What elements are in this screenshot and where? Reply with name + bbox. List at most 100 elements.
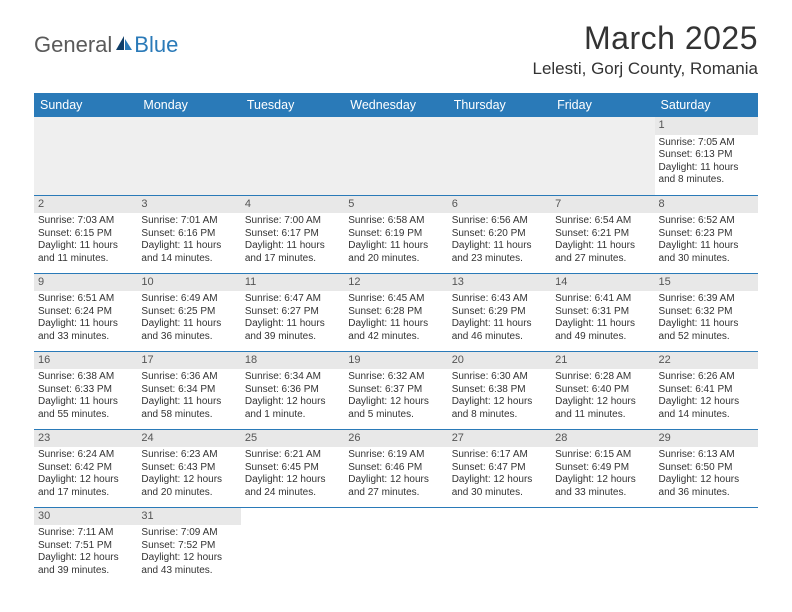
calendar-cell: 17Sunrise: 6:36 AMSunset: 6:34 PMDayligh…	[137, 351, 240, 429]
calendar-cell: 23Sunrise: 6:24 AMSunset: 6:42 PMDayligh…	[34, 429, 137, 507]
header: General Blue March 2025 Lelesti, Gorj Co…	[0, 0, 792, 85]
title-block: March 2025 Lelesti, Gorj County, Romania	[532, 20, 758, 79]
calendar-cell-empty	[551, 117, 654, 195]
day-number: 19	[344, 352, 447, 370]
day-number: 9	[34, 274, 137, 292]
calendar-row: 1Sunrise: 7:05 AMSunset: 6:13 PMDaylight…	[34, 117, 758, 195]
day-details: Sunrise: 6:58 AMSunset: 6:19 PMDaylight:…	[344, 215, 447, 267]
day-number: 25	[241, 430, 344, 448]
calendar-cell: 24Sunrise: 6:23 AMSunset: 6:43 PMDayligh…	[137, 429, 240, 507]
daylight-text: Daylight: 11 hours and 52 minutes.	[659, 318, 754, 343]
sunrise-text: Sunrise: 6:24 AM	[38, 449, 133, 462]
sunset-text: Sunset: 6:23 PM	[659, 228, 754, 241]
calendar-cell: 1Sunrise: 7:05 AMSunset: 6:13 PMDaylight…	[655, 117, 758, 195]
calendar-cell: 6Sunrise: 6:56 AMSunset: 6:20 PMDaylight…	[448, 195, 551, 273]
daylight-text: Daylight: 12 hours and 5 minutes.	[348, 396, 443, 421]
sunset-text: Sunset: 6:31 PM	[555, 306, 650, 319]
sunset-text: Sunset: 6:16 PM	[141, 228, 236, 241]
sunset-text: Sunset: 6:32 PM	[659, 306, 754, 319]
sunrise-text: Sunrise: 6:43 AM	[452, 293, 547, 306]
day-number: 20	[448, 352, 551, 370]
day-details: Sunrise: 6:45 AMSunset: 6:28 PMDaylight:…	[344, 293, 447, 345]
daylight-text: Daylight: 11 hours and 39 minutes.	[245, 318, 340, 343]
day-details: Sunrise: 6:39 AMSunset: 6:32 PMDaylight:…	[655, 293, 758, 345]
sunset-text: Sunset: 7:51 PM	[38, 540, 133, 553]
day-details: Sunrise: 7:09 AMSunset: 7:52 PMDaylight:…	[137, 527, 240, 579]
day-number: 18	[241, 352, 344, 370]
calendar-cell: 29Sunrise: 6:13 AMSunset: 6:50 PMDayligh…	[655, 429, 758, 507]
daylight-text: Daylight: 11 hours and 30 minutes.	[659, 240, 754, 265]
day-number: 28	[551, 430, 654, 448]
day-details: Sunrise: 6:43 AMSunset: 6:29 PMDaylight:…	[448, 293, 551, 345]
day-number: 6	[448, 196, 551, 214]
daylight-text: Daylight: 11 hours and 55 minutes.	[38, 396, 133, 421]
sunrise-text: Sunrise: 6:45 AM	[348, 293, 443, 306]
calendar-cell: 27Sunrise: 6:17 AMSunset: 6:47 PMDayligh…	[448, 429, 551, 507]
calendar-cell-empty	[241, 117, 344, 195]
day-number: 27	[448, 430, 551, 448]
calendar-cell: 9Sunrise: 6:51 AMSunset: 6:24 PMDaylight…	[34, 273, 137, 351]
sunrise-text: Sunrise: 6:36 AM	[141, 371, 236, 384]
day-details: Sunrise: 7:11 AMSunset: 7:51 PMDaylight:…	[34, 527, 137, 579]
daylight-text: Daylight: 11 hours and 33 minutes.	[38, 318, 133, 343]
day-details: Sunrise: 6:47 AMSunset: 6:27 PMDaylight:…	[241, 293, 344, 345]
sunrise-text: Sunrise: 6:52 AM	[659, 215, 754, 228]
sunset-text: Sunset: 6:34 PM	[141, 384, 236, 397]
day-details: Sunrise: 6:56 AMSunset: 6:20 PMDaylight:…	[448, 215, 551, 267]
sunrise-text: Sunrise: 6:58 AM	[348, 215, 443, 228]
sunset-text: Sunset: 6:13 PM	[659, 149, 754, 162]
sunrise-text: Sunrise: 7:01 AM	[141, 215, 236, 228]
sunset-text: Sunset: 6:33 PM	[38, 384, 133, 397]
calendar-cell: 2Sunrise: 7:03 AMSunset: 6:15 PMDaylight…	[34, 195, 137, 273]
daylight-text: Daylight: 12 hours and 36 minutes.	[659, 474, 754, 499]
sunset-text: Sunset: 6:17 PM	[245, 228, 340, 241]
weekday-header: Monday	[137, 93, 240, 117]
day-details: Sunrise: 7:00 AMSunset: 6:17 PMDaylight:…	[241, 215, 344, 267]
day-details: Sunrise: 6:24 AMSunset: 6:42 PMDaylight:…	[34, 449, 137, 501]
sunrise-text: Sunrise: 6:32 AM	[348, 371, 443, 384]
day-number: 24	[137, 430, 240, 448]
daylight-text: Daylight: 12 hours and 8 minutes.	[452, 396, 547, 421]
sunrise-text: Sunrise: 7:11 AM	[38, 527, 133, 540]
calendar-row: 2Sunrise: 7:03 AMSunset: 6:15 PMDaylight…	[34, 195, 758, 273]
sunset-text: Sunset: 6:38 PM	[452, 384, 547, 397]
calendar-cell: 19Sunrise: 6:32 AMSunset: 6:37 PMDayligh…	[344, 351, 447, 429]
day-details: Sunrise: 6:13 AMSunset: 6:50 PMDaylight:…	[655, 449, 758, 501]
sunrise-text: Sunrise: 6:47 AM	[245, 293, 340, 306]
daylight-text: Daylight: 12 hours and 24 minutes.	[245, 474, 340, 499]
weekday-header: Friday	[551, 93, 654, 117]
sunrise-text: Sunrise: 7:03 AM	[38, 215, 133, 228]
sunset-text: Sunset: 6:37 PM	[348, 384, 443, 397]
day-number: 10	[137, 274, 240, 292]
sunset-text: Sunset: 6:24 PM	[38, 306, 133, 319]
sunrise-text: Sunrise: 6:38 AM	[38, 371, 133, 384]
calendar-cell: 11Sunrise: 6:47 AMSunset: 6:27 PMDayligh…	[241, 273, 344, 351]
day-number: 16	[34, 352, 137, 370]
sunrise-text: Sunrise: 6:17 AM	[452, 449, 547, 462]
calendar-cell: 3Sunrise: 7:01 AMSunset: 6:16 PMDaylight…	[137, 195, 240, 273]
sunrise-text: Sunrise: 6:26 AM	[659, 371, 754, 384]
calendar-cell: 15Sunrise: 6:39 AMSunset: 6:32 PMDayligh…	[655, 273, 758, 351]
day-number: 23	[34, 430, 137, 448]
day-details: Sunrise: 6:41 AMSunset: 6:31 PMDaylight:…	[551, 293, 654, 345]
sunset-text: Sunset: 6:50 PM	[659, 462, 754, 475]
calendar-table: Sunday Monday Tuesday Wednesday Thursday…	[34, 93, 758, 585]
day-number: 30	[34, 508, 137, 526]
calendar-cell: 5Sunrise: 6:58 AMSunset: 6:19 PMDaylight…	[344, 195, 447, 273]
calendar-row: 23Sunrise: 6:24 AMSunset: 6:42 PMDayligh…	[34, 429, 758, 507]
page-title: March 2025	[532, 20, 758, 57]
day-details: Sunrise: 6:30 AMSunset: 6:38 PMDaylight:…	[448, 371, 551, 423]
day-details: Sunrise: 6:17 AMSunset: 6:47 PMDaylight:…	[448, 449, 551, 501]
day-number: 14	[551, 274, 654, 292]
calendar-cell: 30Sunrise: 7:11 AMSunset: 7:51 PMDayligh…	[34, 507, 137, 585]
sunset-text: Sunset: 6:19 PM	[348, 228, 443, 241]
sunset-text: Sunset: 6:40 PM	[555, 384, 650, 397]
day-number: 11	[241, 274, 344, 292]
sunrise-text: Sunrise: 7:09 AM	[141, 527, 236, 540]
day-number: 22	[655, 352, 758, 370]
sunrise-text: Sunrise: 6:51 AM	[38, 293, 133, 306]
day-number: 13	[448, 274, 551, 292]
daylight-text: Daylight: 11 hours and 8 minutes.	[659, 162, 754, 187]
day-details: Sunrise: 6:32 AMSunset: 6:37 PMDaylight:…	[344, 371, 447, 423]
sunrise-text: Sunrise: 6:28 AM	[555, 371, 650, 384]
